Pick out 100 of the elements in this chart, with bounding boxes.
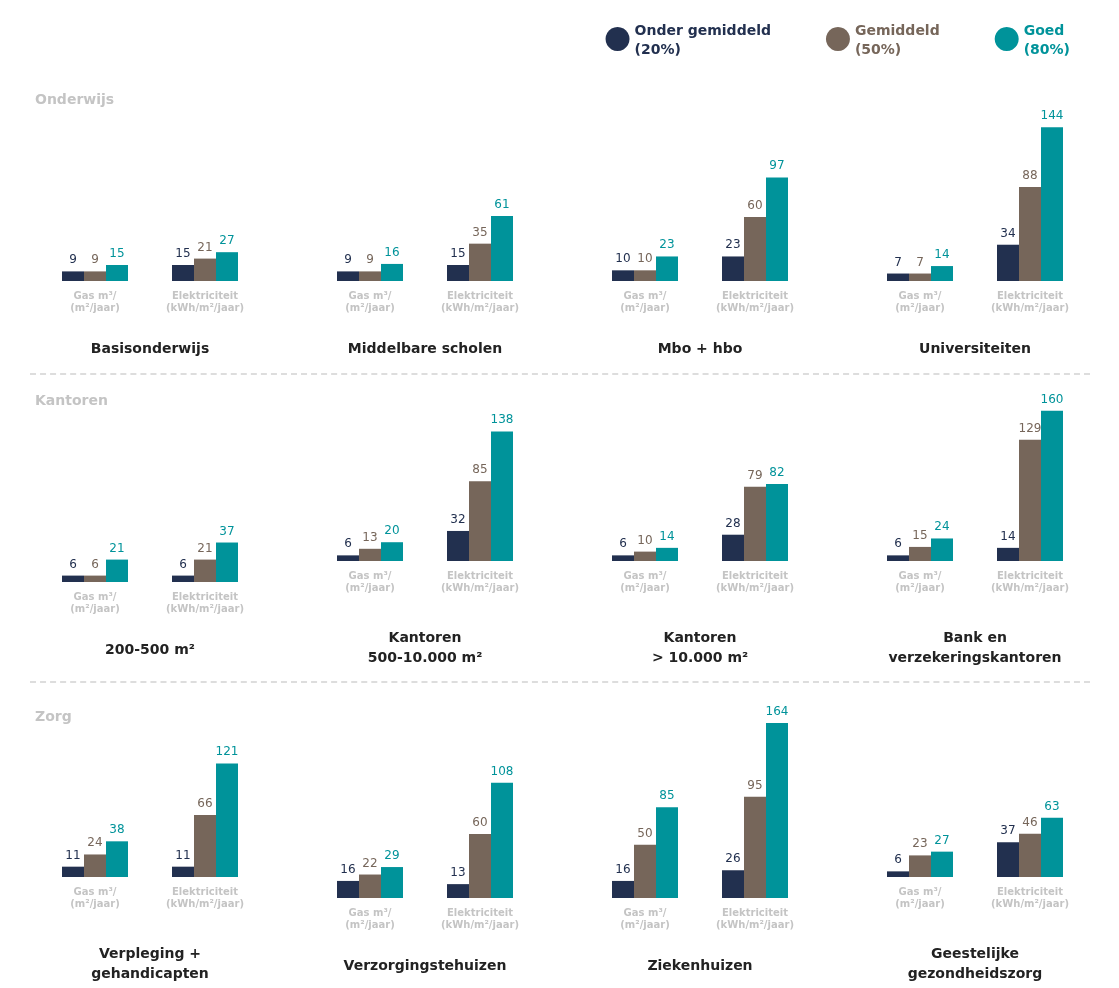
data-label: 164 — [765, 704, 789, 718]
data-label: 34 — [1000, 225, 1016, 240]
bar — [997, 842, 1019, 877]
data-label: 27 — [219, 233, 235, 248]
x-axis-title: Bank en verzekeringskantoren — [888, 629, 1062, 665]
data-label: 10 — [637, 532, 653, 547]
data-label: 24 — [934, 519, 950, 534]
x-axis-title: Verzorgingstehuizen — [343, 957, 507, 973]
x-tick-label: Gas m³/ (m²/jaar) — [70, 289, 120, 313]
bar — [722, 870, 744, 898]
data-label: 15 — [175, 245, 191, 260]
bar — [1041, 127, 1063, 281]
bar — [447, 884, 469, 898]
data-label: 22 — [362, 855, 378, 870]
data-label: 121 — [215, 744, 239, 759]
bar — [337, 880, 359, 898]
x-tick-label: Elektriciteit (kWh/m²/jaar) — [991, 569, 1069, 593]
data-label: 6 — [91, 556, 99, 571]
bar — [62, 271, 84, 281]
bar — [106, 264, 128, 281]
data-label: 6 — [619, 536, 627, 551]
x-axis-title: Geestelijke gezondheidszorg — [907, 945, 1043, 981]
data-label: 129 — [1018, 420, 1042, 435]
data-label: 6 — [69, 556, 77, 571]
data-label: 16 — [384, 244, 400, 259]
data-label: 63 — [1044, 798, 1060, 813]
x-axis-title: Universiteiten — [919, 340, 1031, 356]
data-label: 15 — [450, 245, 466, 260]
x-tick-label: Gas m³/ (m²/jaar) — [620, 289, 670, 313]
bar — [84, 854, 106, 877]
bar — [887, 871, 909, 877]
data-label: 37 — [219, 523, 235, 538]
bar — [469, 833, 491, 898]
x-tick-label: Elektriciteit (kWh/m²/jaar) — [716, 569, 794, 593]
bar — [381, 867, 403, 898]
bar — [194, 258, 216, 281]
data-label: 60 — [472, 814, 488, 829]
bar — [612, 555, 634, 561]
bar — [931, 266, 953, 281]
x-tick-label: Elektriciteit (kWh/m²/jaar) — [991, 885, 1069, 909]
bar — [337, 271, 359, 281]
data-label: 7 — [894, 254, 902, 269]
legend-label: Gemiddeld (50%) — [854, 21, 940, 57]
data-label: 6 — [179, 556, 187, 571]
bar — [722, 256, 744, 281]
data-label: 85 — [472, 462, 488, 477]
data-label: 11 — [175, 847, 191, 862]
data-label: 16 — [615, 861, 631, 876]
data-label: 6 — [344, 536, 352, 551]
bar — [766, 484, 788, 561]
bar — [656, 807, 678, 898]
bar — [216, 252, 238, 281]
data-label: 144 — [1040, 108, 1064, 123]
x-tick-label: Gas m³/ (m²/jaar) — [620, 569, 670, 593]
bar — [909, 855, 931, 877]
chart-title: Zorg — [35, 708, 72, 724]
data-label: 50 — [637, 825, 653, 840]
bar — [997, 547, 1019, 561]
bar — [359, 548, 381, 561]
bar — [359, 874, 381, 898]
data-label: 10 — [637, 251, 653, 266]
bar — [337, 555, 359, 561]
bar — [612, 880, 634, 898]
bar — [359, 271, 381, 281]
x-axis-title: Middelbare scholen — [347, 340, 503, 356]
data-label: 21 — [109, 540, 125, 555]
x-axis-title: Ziekenhuizen — [647, 957, 753, 973]
bar — [447, 530, 469, 561]
data-label: 85 — [659, 788, 675, 803]
bar — [766, 723, 788, 898]
x-tick-label: Elektriciteit (kWh/m²/jaar) — [991, 289, 1069, 313]
data-label: 16 — [340, 861, 356, 876]
bar — [887, 273, 909, 281]
x-axis-title: Mbo + hbo — [657, 340, 743, 356]
bar — [766, 177, 788, 281]
x-tick-label: Elektriciteit (kWh/m²/jaar) — [166, 590, 244, 614]
data-label: 21 — [197, 540, 213, 555]
bar — [909, 546, 931, 561]
data-label: 21 — [197, 239, 213, 254]
data-label: 61 — [494, 196, 510, 211]
x-tick-label: Gas m³/ (m²/jaar) — [620, 906, 670, 930]
x-axis-title: Basisonderwijs — [90, 340, 210, 356]
bar — [887, 555, 909, 561]
chart-title: Kantoren — [35, 392, 108, 408]
bar — [194, 815, 216, 877]
data-label: 28 — [725, 515, 741, 530]
data-label: 20 — [384, 523, 400, 538]
x-tick-label: Gas m³/ (m²/jaar) — [345, 906, 395, 930]
bar — [216, 763, 238, 877]
data-label: 24 — [87, 835, 103, 850]
data-label: 10 — [615, 251, 631, 266]
bar — [491, 782, 513, 898]
bar — [656, 547, 678, 561]
data-label: 29 — [384, 848, 400, 863]
data-label: 160 — [1040, 391, 1064, 406]
bar — [469, 243, 491, 281]
data-label: 37 — [1000, 823, 1016, 838]
bar — [172, 264, 194, 281]
bar — [381, 542, 403, 561]
legend-label: Goed (80%) — [1023, 21, 1071, 57]
